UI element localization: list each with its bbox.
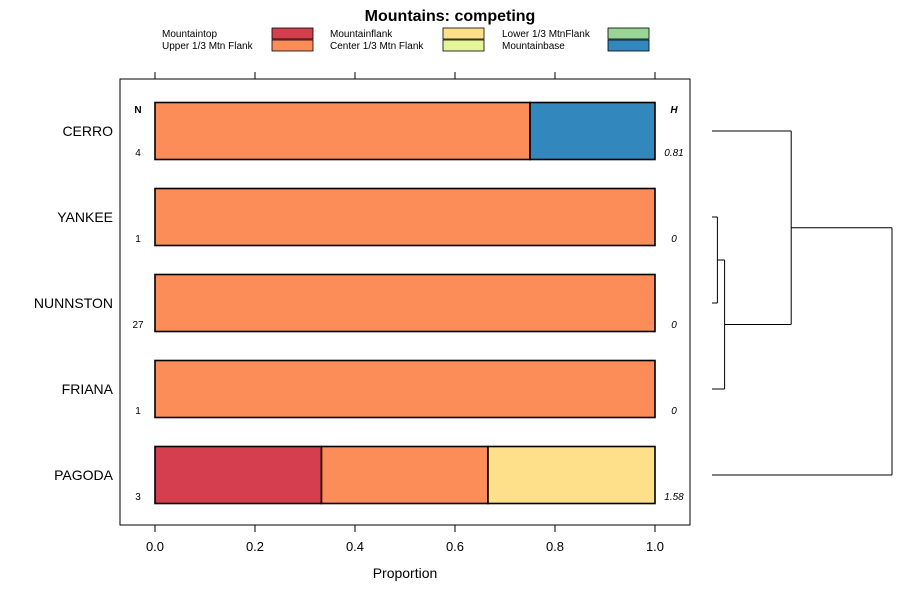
legend-swatch <box>271 27 314 40</box>
legend-swatch <box>607 27 650 40</box>
legend-swatch <box>442 39 485 52</box>
n-value: 3 <box>135 492 141 503</box>
legend-label: Mountainbase <box>502 41 565 52</box>
x-tick-label: 0.2 <box>246 539 264 554</box>
legend-label: Center 1/3 Mtn Flank <box>330 41 424 52</box>
h-value: 0 <box>671 320 677 331</box>
legend-label: Lower 1/3 MtnFlank <box>502 29 591 40</box>
n-header: N <box>134 105 141 116</box>
n-value: 1 <box>135 406 141 417</box>
n-value: 1 <box>135 234 141 245</box>
bar-segment <box>320 445 489 505</box>
x-axis: 0.0 0.2 0.4 0.6 0.8 1.0 <box>146 72 664 554</box>
bar-segment <box>529 101 656 161</box>
bar-segment <box>154 445 323 505</box>
chart-title: Mountains: competing <box>365 8 536 25</box>
bar-segment <box>154 187 656 247</box>
bar-segment <box>154 359 656 419</box>
x-tick-label: 0.0 <box>146 539 164 554</box>
x-tick-label: 0.8 <box>546 539 564 554</box>
category-label: YANKEE <box>57 209 113 225</box>
bar-segment <box>487 445 656 505</box>
h-value: 1.58 <box>664 492 684 503</box>
bar-segment <box>154 273 656 333</box>
legend-label: Upper 1/3 Mtn Flank <box>162 41 254 52</box>
h-header: H <box>670 105 678 116</box>
legend-label: Mountaintop <box>162 29 217 40</box>
plot-frame <box>119 78 691 526</box>
legend-swatch <box>607 39 650 52</box>
n-value: 4 <box>135 148 141 159</box>
n-value: 27 <box>132 320 144 331</box>
bar-segment <box>154 101 531 161</box>
legend-swatch <box>442 27 485 40</box>
x-axis-label: Proportion <box>373 565 438 581</box>
dendrogram <box>712 130 893 476</box>
x-tick-label: 1.0 <box>646 539 664 554</box>
category-label: CERRO <box>62 123 113 139</box>
h-value: 0.81 <box>664 148 683 159</box>
legend-label: Mountainflank <box>330 29 393 40</box>
category-label: PAGODA <box>54 467 114 483</box>
h-value: 0 <box>671 406 677 417</box>
x-tick-label: 0.6 <box>446 539 464 554</box>
legend-swatch <box>271 39 314 52</box>
category-label: NUNNSTON <box>34 295 113 311</box>
category-label: FRIANA <box>62 381 114 397</box>
x-tick-label: 0.4 <box>346 539 364 554</box>
h-value: 0 <box>671 234 677 245</box>
bars: CERRO 4 0.81 YANKEE 1 0 NUNNSTON 27 0 FRIANA 1 0 PAG… <box>34 101 684 505</box>
